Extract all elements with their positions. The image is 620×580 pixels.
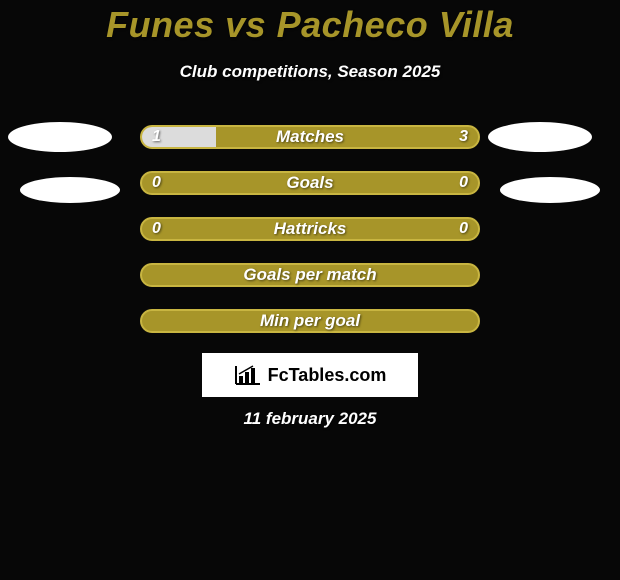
stat-row: Min per goal xyxy=(140,309,480,333)
logo-text: FcTables.com xyxy=(268,365,387,386)
stat-value-right: 0 xyxy=(459,174,468,192)
stat-value-left: 0 xyxy=(152,220,161,238)
stat-value-left: 0 xyxy=(152,174,161,192)
avatar-left-2 xyxy=(20,177,120,203)
stat-label: Hattricks xyxy=(142,219,478,239)
bar-chart-icon xyxy=(234,364,262,386)
stat-value-left: 1 xyxy=(152,128,161,146)
avatar-right-1 xyxy=(488,122,592,152)
fctables-logo: FcTables.com xyxy=(202,353,418,397)
stat-row: Matches13 xyxy=(140,125,480,149)
page-title: Funes vs Pacheco Villa xyxy=(0,4,620,46)
stat-value-right: 0 xyxy=(459,220,468,238)
avatar-right-2 xyxy=(500,177,600,203)
stat-value-right: 3 xyxy=(459,128,468,146)
stat-row: Goals per match xyxy=(140,263,480,287)
stat-row: Hattricks0 0 xyxy=(140,217,480,241)
subtitle: Club competitions, Season 2025 xyxy=(0,62,620,82)
date-line: 11 february 2025 xyxy=(0,409,620,429)
stat-label: Goals xyxy=(142,173,478,193)
avatar-left-1 xyxy=(8,122,112,152)
stat-row: Goals0 0 xyxy=(140,171,480,195)
comparison-infographic: Funes vs Pacheco Villa Club competitions… xyxy=(0,0,620,580)
stat-label: Goals per match xyxy=(142,265,478,285)
stat-label: Min per goal xyxy=(142,311,478,331)
